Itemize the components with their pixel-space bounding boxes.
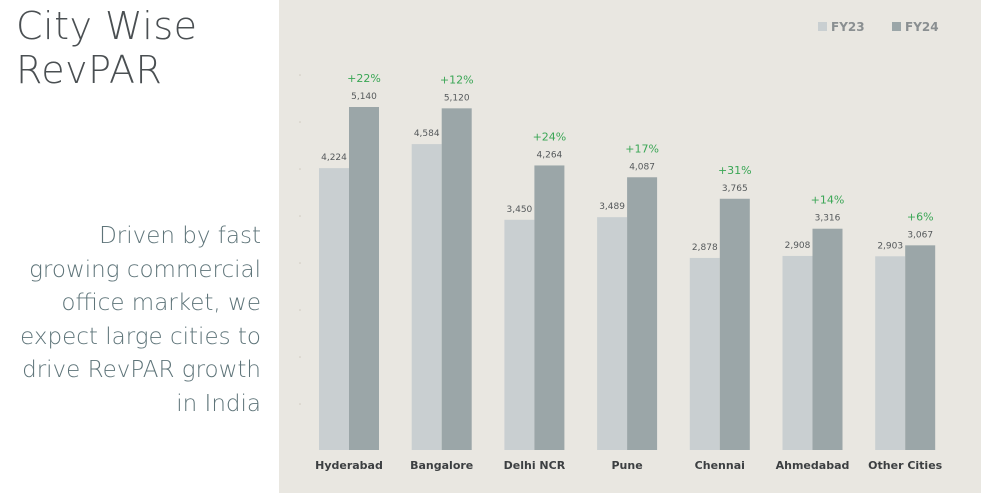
axis-dot (299, 309, 301, 311)
bar-fy23 (504, 219, 535, 450)
data-label: 2,878 (692, 243, 718, 253)
bar-fy24 (534, 165, 565, 451)
growth-label: +6% (907, 210, 934, 223)
x-tick-label: Delhi NCR (504, 459, 566, 472)
legend-label-fy24: FY24 (905, 20, 939, 34)
axis-dot (299, 356, 301, 358)
data-label: 5,120 (444, 93, 470, 103)
x-tick-label: Ahmedabad (776, 459, 850, 472)
legend-swatch-fy24 (892, 22, 901, 31)
slide-title-line-2: RevPAR (16, 48, 163, 92)
growth-label: +17% (625, 142, 659, 155)
legend-label-fy23: FY23 (831, 20, 865, 34)
bar-fy24 (627, 177, 658, 450)
data-label: 2,903 (877, 241, 903, 251)
growth-label: +31% (718, 164, 752, 177)
data-label: 3,450 (507, 205, 533, 215)
axis-dot (299, 215, 301, 217)
bar-fy24 (905, 245, 936, 450)
bar-fy23 (689, 257, 720, 450)
bar-fy23 (782, 255, 813, 450)
slide-title: City Wise RevPAR (16, 4, 198, 92)
bar-fy23 (319, 168, 349, 450)
data-label: 2,908 (785, 241, 811, 251)
legend-swatch-fy23 (818, 22, 827, 31)
x-tick-label: Pune (612, 459, 643, 472)
data-label: 3,316 (815, 214, 841, 224)
slide-subtitle: Driven by fast growing commercial office… (20, 223, 261, 417)
growth-label: +12% (440, 73, 474, 86)
axis-dot (299, 121, 301, 123)
data-label: 4,087 (629, 162, 655, 172)
data-label: 4,584 (414, 129, 440, 139)
data-label: 3,067 (907, 230, 933, 240)
x-tick-label: Hyderabad (315, 459, 383, 472)
axis-dot (299, 168, 301, 170)
bar-fy23 (411, 144, 442, 450)
bar-fy23 (597, 217, 628, 450)
data-label: 3,489 (599, 202, 625, 212)
bar-fy23 (875, 256, 906, 450)
slide-title-line-1: City Wise (16, 4, 198, 48)
bar-fy24 (812, 228, 843, 450)
data-label: 4,224 (321, 153, 347, 163)
x-tick-label: Other Cities (868, 459, 942, 472)
data-label: 5,140 (351, 92, 377, 102)
data-label: 3,765 (722, 184, 748, 194)
growth-label: +22% (347, 72, 381, 85)
growth-label: +14% (811, 194, 845, 207)
x-tick-label: Bangalore (410, 459, 473, 472)
x-tick-label: Chennai (695, 459, 745, 472)
bar-fy24 (441, 108, 472, 451)
axis-dot (299, 74, 301, 76)
axis-dot (299, 262, 301, 264)
data-label: 4,264 (537, 150, 563, 160)
axis-dot (299, 403, 301, 405)
bar-fy24 (719, 198, 750, 450)
growth-label: +24% (533, 130, 567, 143)
bar-fy24 (349, 107, 379, 450)
